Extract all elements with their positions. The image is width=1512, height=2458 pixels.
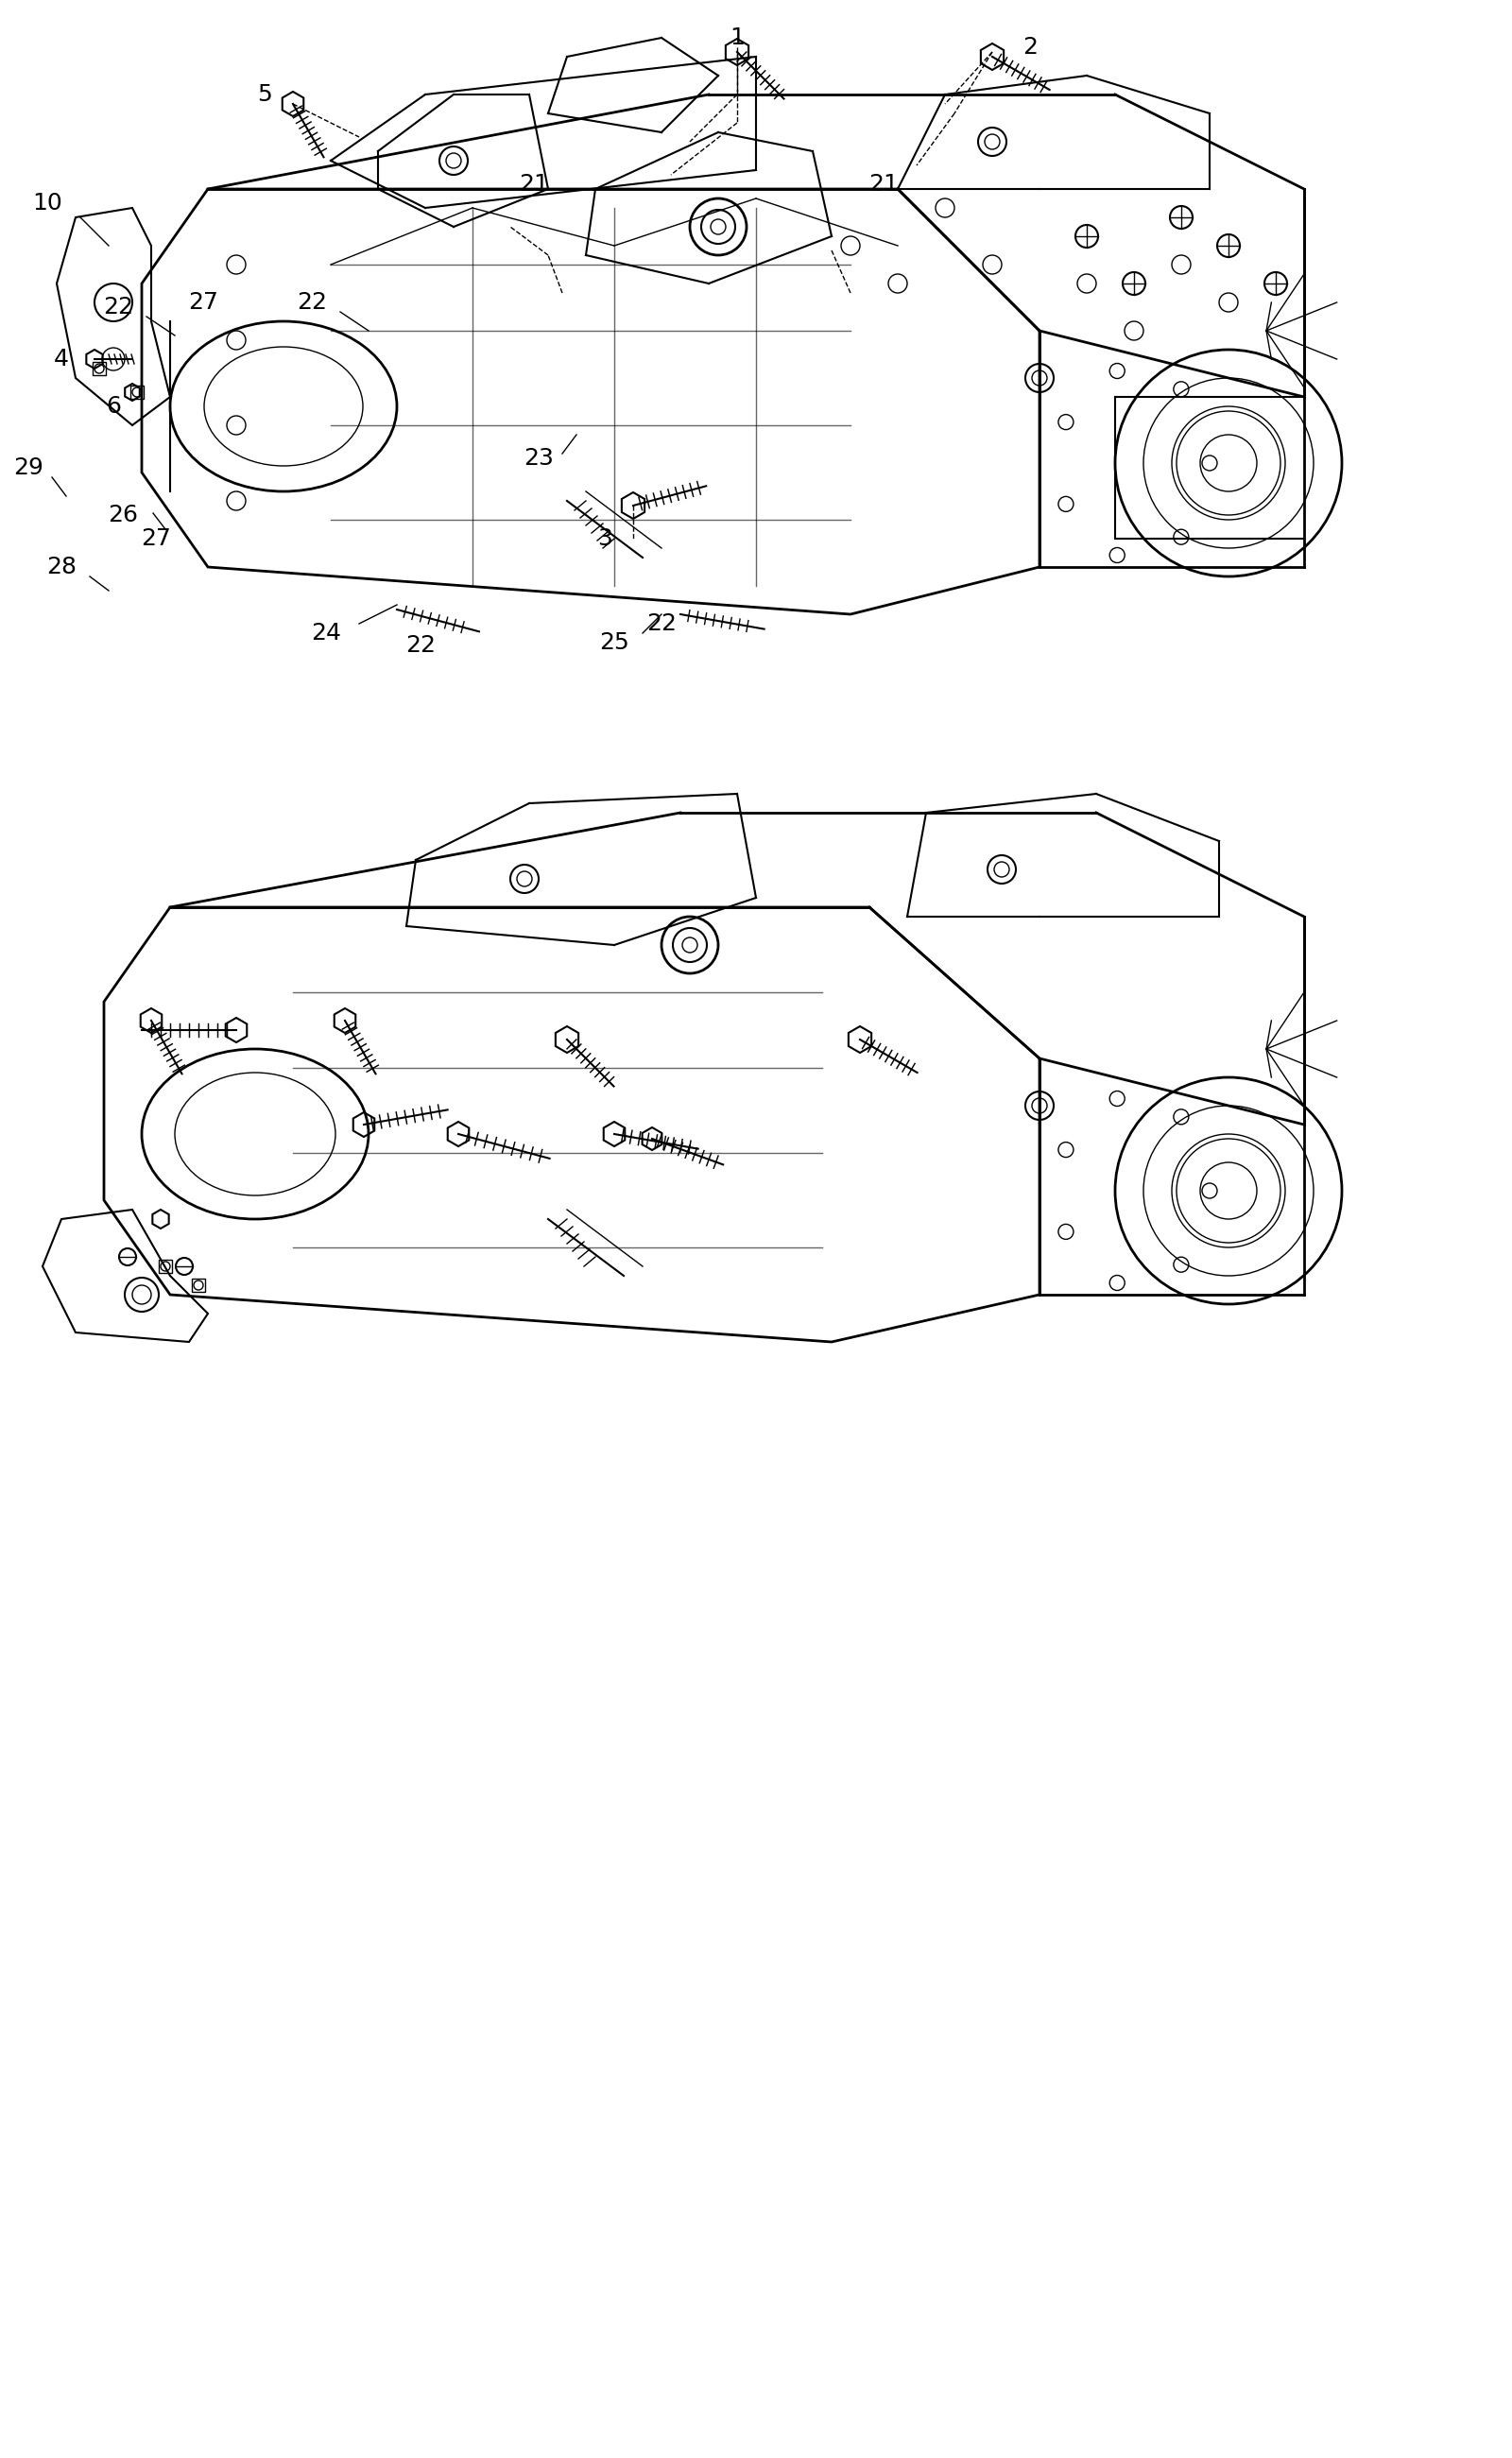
Text: 22: 22 <box>647 612 677 634</box>
Text: 22: 22 <box>103 295 133 320</box>
Text: 22: 22 <box>296 290 327 315</box>
Bar <box>92 361 106 376</box>
Text: 4: 4 <box>54 347 70 371</box>
Text: 23: 23 <box>523 447 553 469</box>
Text: 21: 21 <box>519 172 549 197</box>
Text: 1: 1 <box>730 27 744 49</box>
Text: 2: 2 <box>1022 37 1037 59</box>
Text: 28: 28 <box>47 556 77 578</box>
Text: 21: 21 <box>868 172 898 197</box>
Text: 5: 5 <box>257 84 272 106</box>
Bar <box>159 1258 172 1273</box>
Text: 24: 24 <box>311 622 342 644</box>
Text: 26: 26 <box>107 504 138 526</box>
Text: 25: 25 <box>599 632 629 654</box>
Text: 27: 27 <box>187 290 218 315</box>
Text: 22: 22 <box>405 634 435 656</box>
Bar <box>130 386 144 398</box>
Text: 10: 10 <box>32 192 62 214</box>
Text: 3: 3 <box>597 528 612 551</box>
Text: 6: 6 <box>106 396 121 418</box>
Text: 27: 27 <box>141 528 171 551</box>
Bar <box>192 1278 206 1293</box>
Text: 29: 29 <box>14 457 44 479</box>
